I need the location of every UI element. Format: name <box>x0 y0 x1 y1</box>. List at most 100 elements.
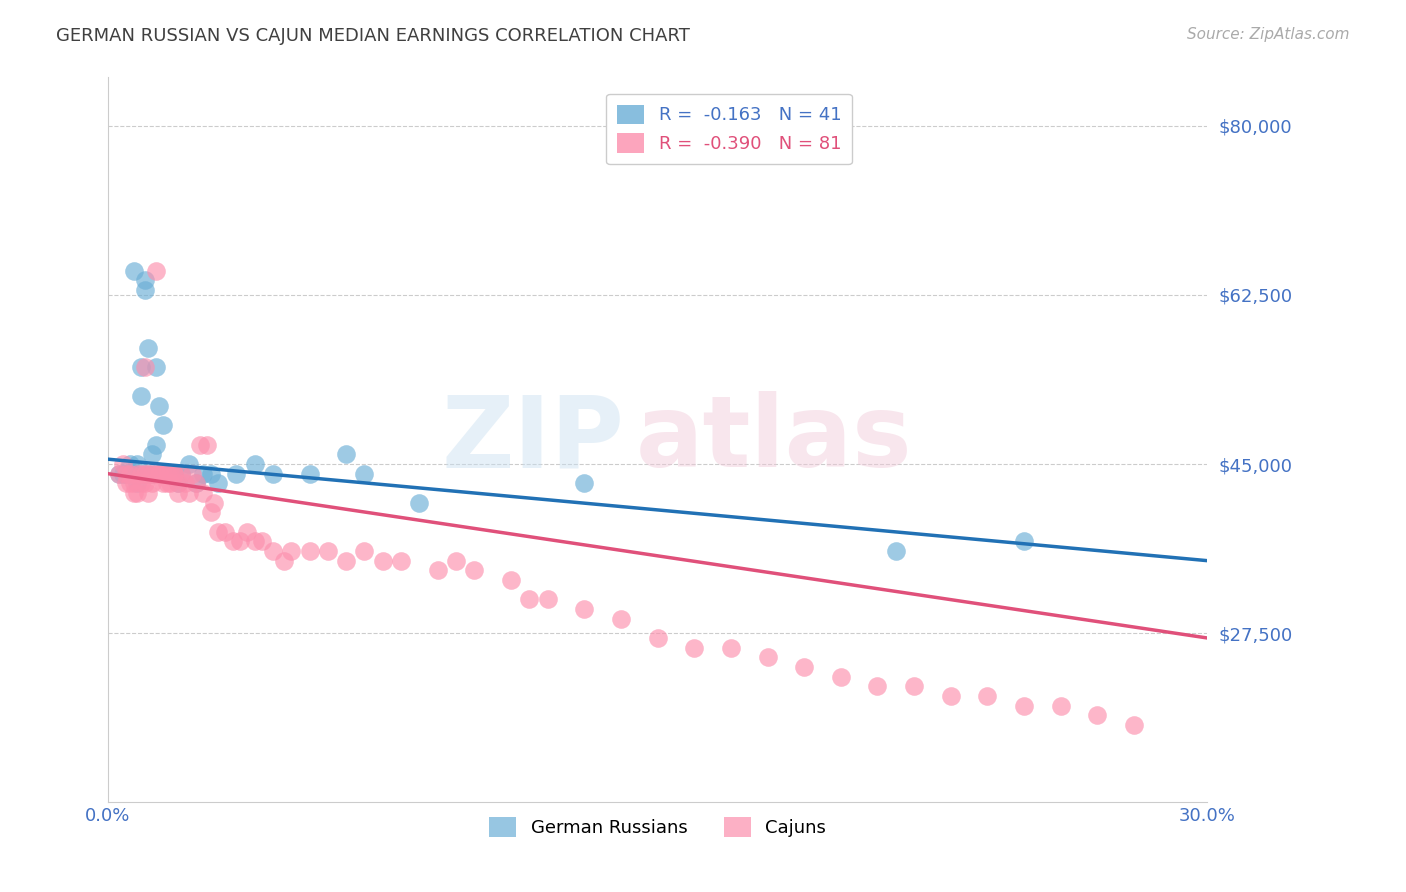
Point <box>174 476 197 491</box>
Point <box>1049 698 1071 713</box>
Point <box>389 554 412 568</box>
Point <box>134 283 156 297</box>
Point <box>129 360 152 375</box>
Point <box>298 544 321 558</box>
Point <box>229 534 252 549</box>
Point <box>202 496 225 510</box>
Point <box>115 467 138 481</box>
Point <box>207 524 229 539</box>
Point <box>122 486 145 500</box>
Point <box>499 573 522 587</box>
Point <box>163 467 186 481</box>
Point <box>118 476 141 491</box>
Point <box>152 418 174 433</box>
Point <box>127 467 149 481</box>
Point <box>141 467 163 481</box>
Text: atlas: atlas <box>636 392 912 488</box>
Point <box>1085 708 1108 723</box>
Point <box>129 476 152 491</box>
Point <box>122 467 145 481</box>
Point <box>262 467 284 481</box>
Point <box>574 602 596 616</box>
Point <box>141 476 163 491</box>
Point <box>136 467 159 481</box>
Point <box>262 544 284 558</box>
Point <box>793 660 815 674</box>
Legend: German Russians, Cajuns: German Russians, Cajuns <box>482 810 834 844</box>
Point <box>683 640 706 655</box>
Point <box>574 476 596 491</box>
Point <box>200 505 222 519</box>
Point <box>108 467 131 481</box>
Point <box>250 534 273 549</box>
Point <box>353 544 375 558</box>
Point <box>152 476 174 491</box>
Point <box>122 476 145 491</box>
Point <box>214 524 236 539</box>
Point <box>243 457 266 471</box>
Point <box>519 592 541 607</box>
Point <box>170 467 193 481</box>
Point <box>193 486 215 500</box>
Text: Source: ZipAtlas.com: Source: ZipAtlas.com <box>1187 27 1350 42</box>
Point <box>127 486 149 500</box>
Point <box>335 554 357 568</box>
Point <box>118 457 141 471</box>
Point <box>463 563 485 577</box>
Point <box>111 457 134 471</box>
Point <box>177 457 200 471</box>
Point <box>184 476 207 491</box>
Point <box>163 467 186 481</box>
Point <box>148 467 170 481</box>
Point <box>136 486 159 500</box>
Point <box>159 467 181 481</box>
Point <box>134 273 156 287</box>
Point <box>830 670 852 684</box>
Point <box>145 264 167 278</box>
Point <box>145 360 167 375</box>
Point <box>148 467 170 481</box>
Point <box>166 486 188 500</box>
Point <box>122 264 145 278</box>
Point <box>166 476 188 491</box>
Point <box>884 544 907 558</box>
Point <box>108 467 131 481</box>
Point <box>156 476 179 491</box>
Point <box>298 467 321 481</box>
Point <box>188 438 211 452</box>
Point <box>115 476 138 491</box>
Point <box>136 341 159 355</box>
Point <box>152 467 174 481</box>
Point <box>903 679 925 693</box>
Point <box>141 467 163 481</box>
Point <box>720 640 742 655</box>
Point <box>280 544 302 558</box>
Point <box>1012 534 1035 549</box>
Point <box>156 467 179 481</box>
Point <box>181 467 204 481</box>
Point <box>207 476 229 491</box>
Point <box>115 467 138 481</box>
Point <box>408 496 430 510</box>
Point <box>134 476 156 491</box>
Point <box>134 360 156 375</box>
Point <box>127 476 149 491</box>
Point <box>195 438 218 452</box>
Text: ZIP: ZIP <box>441 392 624 488</box>
Point <box>184 476 207 491</box>
Point <box>225 467 247 481</box>
Point <box>129 467 152 481</box>
Point <box>316 544 339 558</box>
Point <box>141 447 163 461</box>
Point <box>170 467 193 481</box>
Point <box>537 592 560 607</box>
Point <box>866 679 889 693</box>
Point <box>610 612 633 626</box>
Point <box>236 524 259 539</box>
Point <box>939 689 962 703</box>
Point <box>647 631 669 645</box>
Point <box>136 467 159 481</box>
Point <box>976 689 998 703</box>
Point <box>148 399 170 413</box>
Point <box>118 467 141 481</box>
